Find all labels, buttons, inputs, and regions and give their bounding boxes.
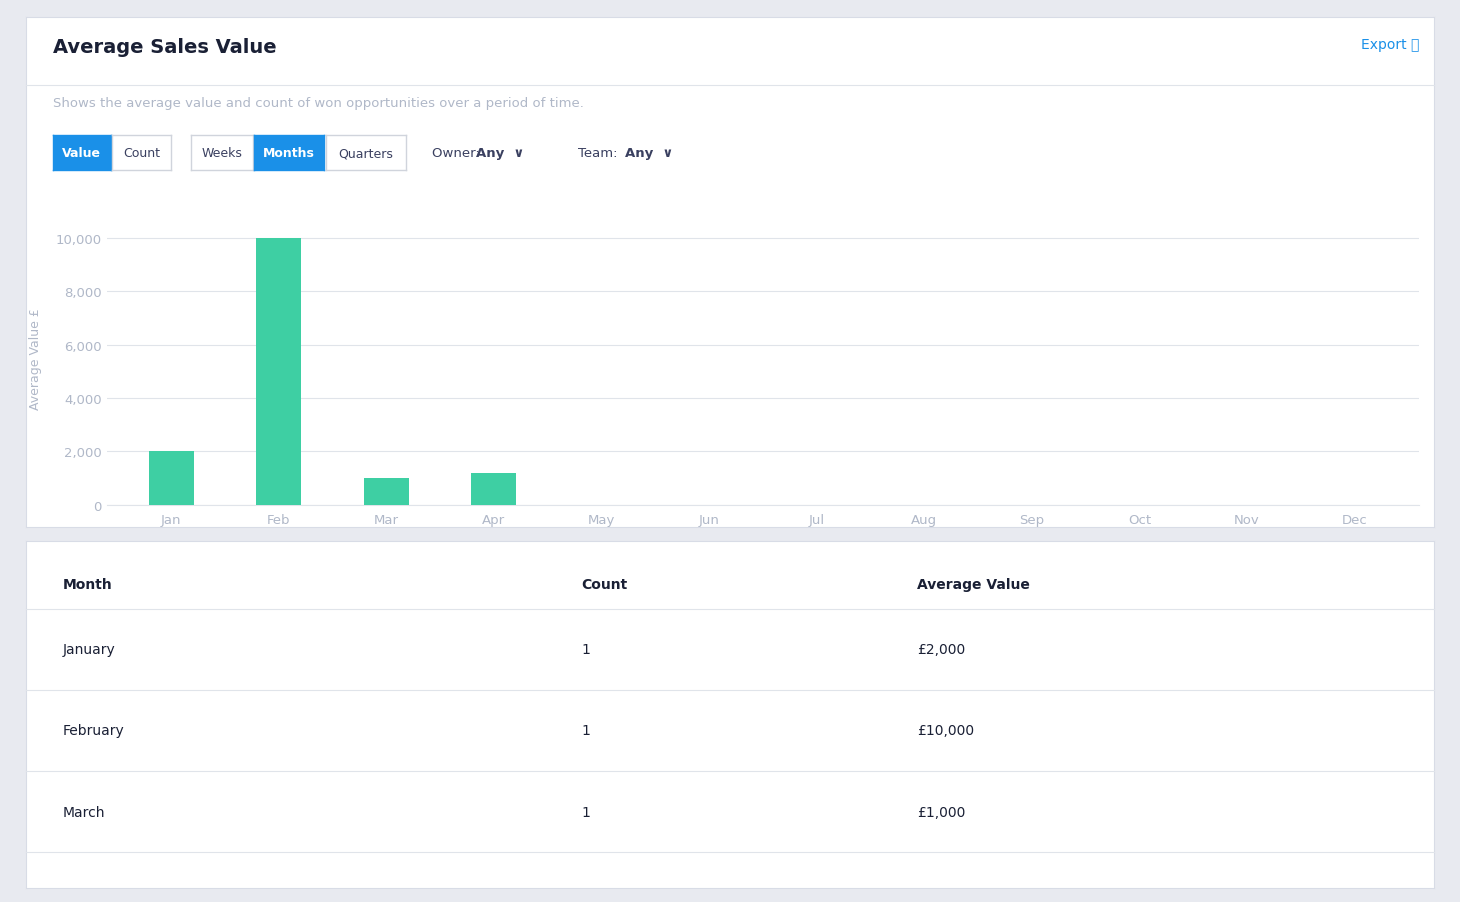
Text: Average Sales Value: Average Sales Value xyxy=(53,38,276,57)
Text: Team:: Team: xyxy=(578,147,622,160)
Text: Average Value: Average Value xyxy=(917,577,1029,592)
Text: £10,000: £10,000 xyxy=(917,723,974,738)
Text: Any  ∨: Any ∨ xyxy=(476,147,524,160)
Text: March: March xyxy=(63,805,105,819)
Y-axis label: Average Value £: Average Value £ xyxy=(29,308,42,410)
Text: Quarters: Quarters xyxy=(339,147,393,160)
Text: 1: 1 xyxy=(581,723,590,738)
Text: 1: 1 xyxy=(581,642,590,657)
Text: Any  ∨: Any ∨ xyxy=(625,147,673,160)
Text: Export ⤓: Export ⤓ xyxy=(1361,38,1419,52)
Bar xyxy=(472,474,517,505)
Bar xyxy=(364,478,409,505)
Text: £2,000: £2,000 xyxy=(917,642,965,657)
Text: £1,000: £1,000 xyxy=(917,805,965,819)
Text: Months: Months xyxy=(263,147,315,160)
Text: 1: 1 xyxy=(581,805,590,819)
Text: Owner:: Owner: xyxy=(432,147,485,160)
Text: Weeks: Weeks xyxy=(201,147,242,160)
Text: Month: Month xyxy=(63,577,112,592)
Text: Shows the average value and count of won opportunities over a period of time.: Shows the average value and count of won… xyxy=(53,97,584,109)
Text: Count: Count xyxy=(581,577,628,592)
Text: Value: Value xyxy=(63,147,101,160)
Bar xyxy=(149,452,194,505)
Text: Count: Count xyxy=(123,147,161,160)
Text: February: February xyxy=(63,723,124,738)
Bar xyxy=(255,239,301,505)
Text: January: January xyxy=(63,642,115,657)
